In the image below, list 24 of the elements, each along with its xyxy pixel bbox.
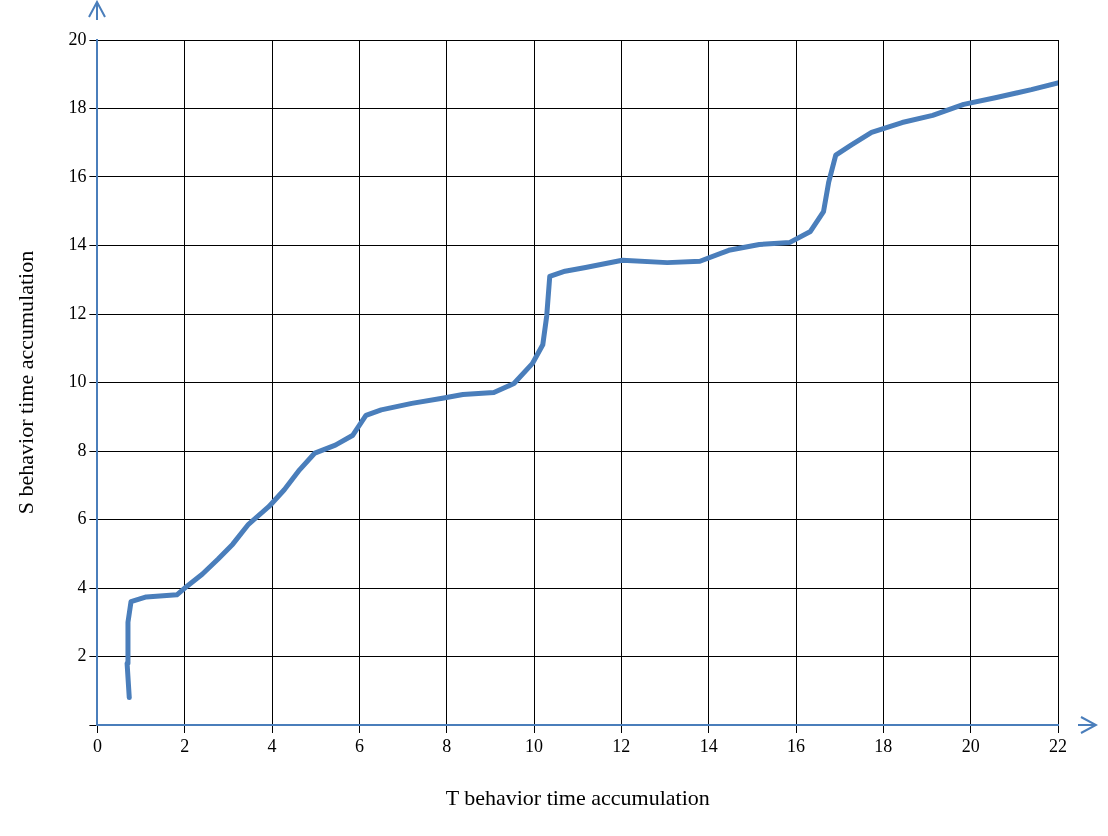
y-tick-label: 8 [77, 439, 87, 460]
x-tick-label: 12 [612, 735, 631, 756]
x-tick-label: 2 [180, 735, 190, 756]
y-tick-label: 18 [68, 97, 87, 118]
y-tick-label: 6 [77, 508, 87, 529]
x-tick-label: 14 [699, 735, 718, 756]
y-tick-label: 14 [68, 234, 87, 255]
x-tick-label: 22 [1049, 735, 1067, 756]
x-tick-label: 0 [92, 735, 102, 756]
x-tick-label: 4 [267, 735, 277, 756]
y-tick-label: 4 [77, 576, 87, 597]
x-tick-label: 20 [961, 735, 980, 756]
y-tick-label: 16 [68, 165, 87, 186]
x-tick-label: 8 [442, 735, 452, 756]
x-tick-label: 10 [525, 735, 544, 756]
x-tick-label: 6 [354, 735, 364, 756]
y-tick-label: 20 [68, 28, 87, 49]
y-tick-label: 2 [77, 645, 87, 666]
x-tick-label: 18 [874, 735, 893, 756]
y-axis-title: S behavior time accumulation [12, 250, 38, 515]
x-tick-label: 16 [787, 735, 806, 756]
y-tick-label: 10 [68, 371, 87, 392]
x-axis-title: T behavior time accumulation [445, 784, 710, 810]
y-tick-label: 12 [68, 302, 87, 323]
